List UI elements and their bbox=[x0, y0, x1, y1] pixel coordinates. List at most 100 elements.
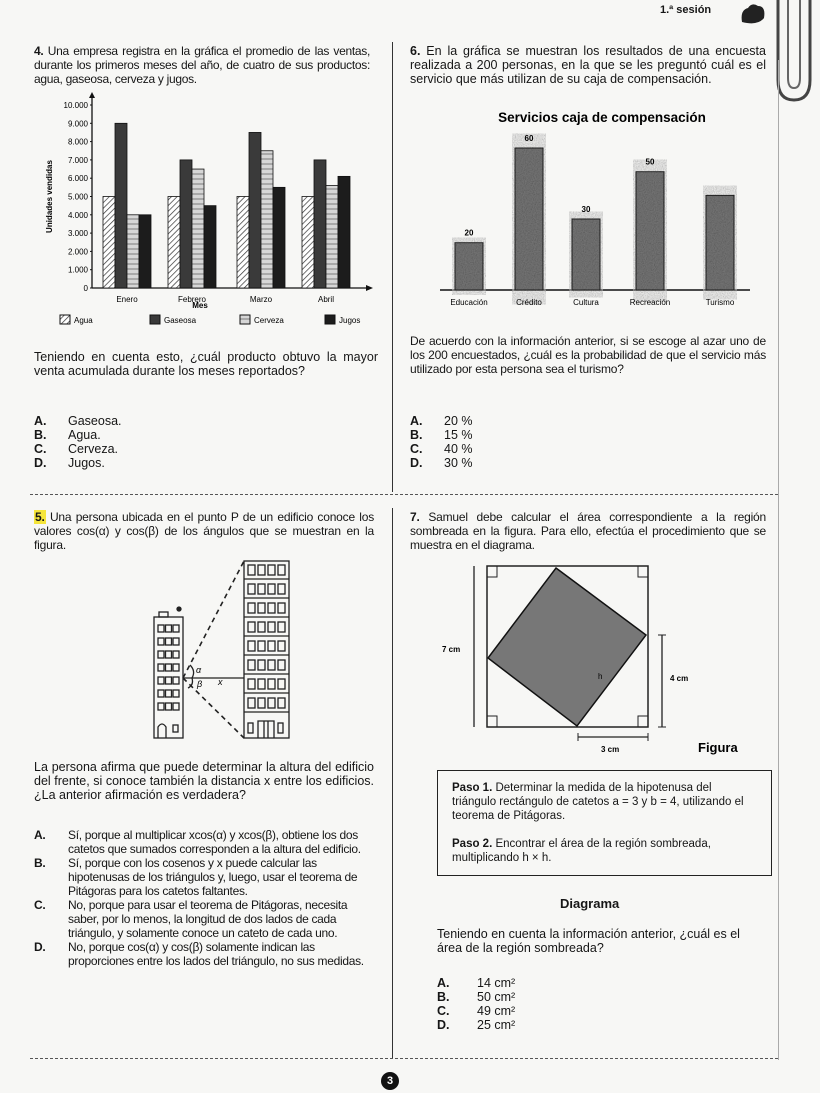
option-text: Sí, porque con los cosenos y x puede cal… bbox=[68, 856, 358, 898]
q7-option-b[interactable]: B. 50 cm² bbox=[437, 990, 515, 1004]
y-tick-label: 10.000 bbox=[64, 101, 89, 110]
window bbox=[247, 621, 256, 633]
window bbox=[267, 602, 276, 614]
bar-recreación bbox=[635, 171, 665, 291]
option-letter: C. bbox=[34, 442, 47, 456]
option-letter: A. bbox=[34, 414, 47, 428]
legend-label-agua: Agua bbox=[74, 316, 93, 325]
x-tick-label: Enero bbox=[116, 295, 138, 304]
q4-stem: 4. Una empresa registra en la gráfica el… bbox=[34, 44, 370, 86]
y-tick-label: 2.000 bbox=[68, 247, 89, 256]
window bbox=[164, 650, 173, 659]
option-letter: B. bbox=[34, 428, 47, 442]
window bbox=[172, 689, 180, 698]
q4-question: Teniendo en cuenta esto, ¿cuál producto … bbox=[34, 350, 378, 378]
window bbox=[277, 621, 286, 633]
y-tick-label: 3.000 bbox=[68, 229, 89, 238]
window bbox=[257, 583, 266, 595]
window bbox=[157, 689, 165, 698]
window bbox=[257, 697, 266, 709]
bar-agua-enero bbox=[102, 196, 116, 289]
upper-sightline bbox=[182, 560, 245, 679]
window bbox=[257, 659, 266, 671]
window bbox=[164, 663, 173, 672]
window bbox=[247, 583, 256, 595]
q6-question: De acuerdo con la información anterior, … bbox=[410, 334, 766, 376]
data-label: 30 bbox=[582, 205, 591, 214]
option-text: Agua. bbox=[68, 428, 101, 442]
window bbox=[247, 697, 256, 709]
y-tick-label: 0 bbox=[84, 284, 89, 293]
window bbox=[172, 676, 180, 685]
bar-cerveza-marzo bbox=[260, 150, 274, 289]
q7-option-d[interactable]: D. 25 cm² bbox=[437, 1018, 515, 1032]
page-number: 3 bbox=[381, 1072, 399, 1090]
option-letter: A. bbox=[410, 414, 423, 428]
option-text: 30 % bbox=[444, 456, 473, 470]
sales-bar-chart: 0 1.000 2.000 3.000 4.000 5.000 6.000 7.000 8.00… bbox=[45, 92, 373, 325]
q6-option-b[interactable]: B. 15 % bbox=[410, 428, 473, 442]
option-letter: A. bbox=[437, 976, 450, 990]
bar-educación bbox=[454, 242, 484, 291]
bar-cerveza-abril bbox=[325, 185, 339, 289]
option-letter: D. bbox=[34, 940, 46, 954]
window bbox=[277, 564, 286, 576]
q4-option-a[interactable]: A. Gaseosa. bbox=[34, 414, 122, 428]
side-7cm-label: 7 cm bbox=[442, 645, 460, 654]
x-label: x bbox=[217, 677, 223, 687]
y-tick-label: 5.000 bbox=[68, 193, 89, 202]
section-divider bbox=[30, 1058, 778, 1059]
q5-option-b[interactable]: B. Sí, porque con los cosenos y x puede c… bbox=[34, 856, 374, 898]
alpha-label: α bbox=[196, 665, 202, 675]
q4-option-c[interactable]: C. Cerveza. bbox=[34, 442, 122, 456]
shaded-square bbox=[486, 566, 648, 728]
x-axis-arrow bbox=[366, 285, 373, 291]
outer-square bbox=[486, 565, 649, 728]
column-divider bbox=[392, 508, 393, 1058]
window bbox=[172, 663, 180, 672]
q5-question: La persona afirma que puede determinar l… bbox=[34, 760, 374, 802]
q5-option-a[interactable]: A. Sí, porque al multiplicar xcos(α) y xc… bbox=[34, 828, 374, 856]
option-letter: C. bbox=[410, 442, 423, 456]
q6-options: A. 20 % B. 15 % C. 40 % D. 30 % bbox=[410, 414, 473, 470]
q5-option-d[interactable]: D. No, porque cos(α) y cos(β) solamente i… bbox=[34, 940, 374, 968]
q4-option-d[interactable]: D. Jugos. bbox=[34, 456, 122, 470]
window bbox=[164, 689, 173, 698]
side-3cm-label: 3 cm bbox=[601, 745, 619, 754]
step2-text: Encontrar el área de la región sombreada… bbox=[452, 838, 711, 864]
window bbox=[164, 637, 173, 646]
q7-stem-text: Samuel debe calcular el área correspondi… bbox=[410, 510, 766, 552]
y-tick-label: 8.000 bbox=[68, 138, 89, 147]
q6-stem-text: En la gráfica se muestran los resultados… bbox=[410, 44, 766, 86]
q7-option-a[interactable]: A. 14 cm² bbox=[437, 976, 515, 990]
session-label: 1.ª sesión bbox=[660, 4, 712, 16]
q5-number: 5. bbox=[34, 510, 46, 524]
option-text: 14 cm² bbox=[477, 976, 516, 990]
window bbox=[172, 650, 180, 659]
q5-option-c[interactable]: C. No, porque para usar el teorema de Pit… bbox=[34, 898, 374, 940]
y-tick-label: 4.000 bbox=[68, 211, 89, 220]
bar-jugos-marzo bbox=[272, 186, 286, 289]
window bbox=[157, 624, 165, 633]
q6-option-a[interactable]: A. 20 % bbox=[410, 414, 473, 428]
window bbox=[247, 678, 256, 690]
q4-option-b[interactable]: B. Agua. bbox=[34, 428, 122, 442]
q7-options: A. 14 cm² B. 50 cm² C. 49 cm² D. 25 cm² bbox=[437, 976, 515, 1032]
window bbox=[267, 659, 276, 671]
q6-option-d[interactable]: D. 30 % bbox=[410, 456, 473, 470]
window bbox=[164, 702, 173, 711]
y-tick-label: 9.000 bbox=[68, 119, 89, 128]
q6-option-c[interactable]: C. 40 % bbox=[410, 442, 473, 456]
window bbox=[172, 637, 180, 646]
window bbox=[267, 564, 276, 576]
window bbox=[277, 697, 286, 709]
y-tick-label: 7.000 bbox=[68, 156, 89, 165]
q7-option-c[interactable]: C. 49 cm² bbox=[437, 1004, 515, 1018]
bar-cerveza-enero bbox=[126, 214, 140, 289]
option-text: No, porque para usar el teorema de Pitág… bbox=[68, 898, 348, 940]
bar-jugos-enero bbox=[138, 214, 152, 289]
diagram-box: Paso 1. Determinar la medida de la hipot… bbox=[437, 770, 772, 876]
data-label: 20 bbox=[465, 229, 474, 238]
x-tick-label: Turismo bbox=[706, 298, 735, 307]
option-letter: B. bbox=[410, 428, 423, 442]
